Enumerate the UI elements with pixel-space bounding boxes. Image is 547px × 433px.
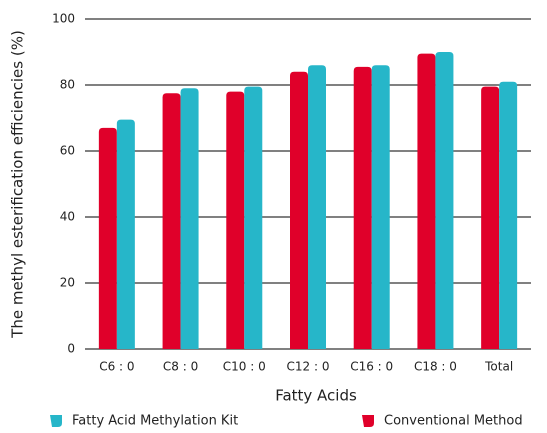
x-tick-label: C12 : 0 — [287, 360, 330, 374]
y-tick-label: 60 — [60, 144, 75, 158]
bar — [353, 66, 372, 349]
x-tick-label: C16 : 0 — [350, 360, 393, 374]
x-tick-label: C6 : 0 — [99, 360, 134, 374]
legend-swatch — [50, 415, 62, 427]
bar — [371, 65, 390, 349]
bar — [290, 71, 308, 350]
bar — [98, 127, 117, 350]
legend-swatch — [362, 415, 374, 427]
x-tick-label: C18 : 0 — [414, 360, 457, 374]
bar — [417, 53, 436, 350]
x-axis-title: Fatty Acids — [275, 387, 357, 405]
y-tick-label: 20 — [60, 276, 75, 290]
bar — [244, 86, 263, 350]
bar — [481, 86, 500, 350]
bar — [499, 81, 518, 349]
y-axis-title: The methyl esterification efficiencies (… — [9, 30, 27, 339]
y-tick-label: 0 — [67, 342, 75, 356]
y-tick-label: 40 — [60, 210, 75, 224]
y-tick-label: 100 — [52, 12, 75, 26]
bar — [435, 52, 454, 349]
bar — [116, 119, 135, 350]
y-tick-label: 80 — [60, 78, 75, 92]
bar — [226, 91, 245, 349]
x-tick-label: Total — [484, 360, 513, 374]
legend-label: Conventional Method — [384, 414, 523, 429]
legend-label: Fatty Acid Methylation Kit — [72, 414, 238, 429]
x-tick-label: C10 : 0 — [223, 360, 266, 374]
bar — [180, 88, 199, 350]
bar — [162, 93, 181, 349]
bar — [308, 65, 326, 349]
x-tick-label: C8 : 0 — [163, 360, 198, 374]
